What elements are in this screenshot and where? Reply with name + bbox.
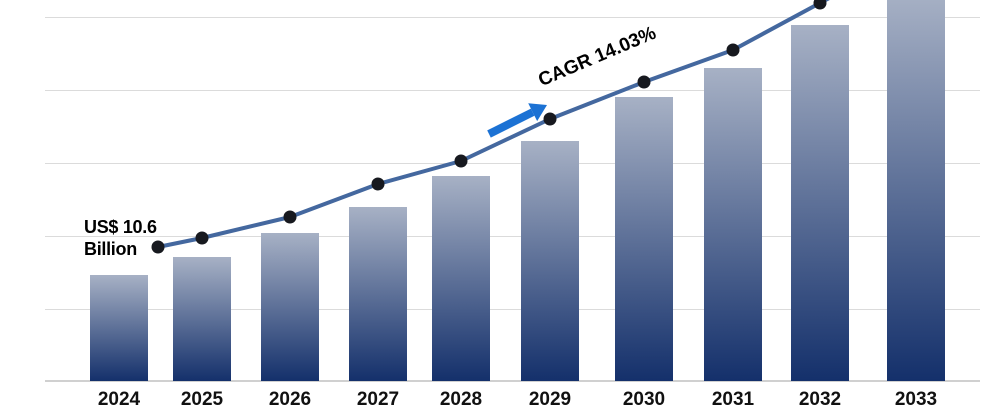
gridline bbox=[45, 17, 980, 18]
x-axis-label-2030: 2030 bbox=[622, 389, 666, 410]
x-axis-label-2027: 2027 bbox=[356, 389, 400, 410]
bar-2032 bbox=[791, 25, 849, 381]
bar-2026 bbox=[261, 233, 319, 381]
bar-2025 bbox=[173, 257, 231, 381]
bar-2030 bbox=[615, 97, 673, 381]
data-point-2026 bbox=[283, 210, 297, 224]
x-axis-label-2026: 2026 bbox=[268, 389, 312, 410]
start-value-line1: US$ 10.6 bbox=[84, 217, 157, 237]
bar-2033 bbox=[887, 0, 945, 381]
trend-line bbox=[156, 0, 830, 249]
data-point-2032 bbox=[813, 0, 827, 10]
data-point-2030 bbox=[637, 75, 651, 89]
bar-2028 bbox=[432, 176, 490, 381]
cagr-annotation: CAGR 14.03% bbox=[535, 22, 660, 92]
data-point-2031 bbox=[726, 43, 740, 57]
data-point-2025 bbox=[195, 231, 209, 245]
data-point-2028 bbox=[454, 154, 468, 168]
x-axis-label-2029: 2029 bbox=[528, 389, 572, 410]
x-axis-label-2025: 2025 bbox=[180, 389, 224, 410]
bar-2029 bbox=[521, 141, 579, 381]
bar-2031 bbox=[704, 68, 762, 381]
x-axis-label-2031: 2031 bbox=[711, 389, 755, 410]
bar-2027 bbox=[349, 207, 407, 381]
growth-arrow-shaft bbox=[487, 108, 535, 138]
x-axis-label-2028: 2028 bbox=[439, 389, 483, 410]
start-value-line2: Billion bbox=[84, 239, 137, 259]
x-axis-label-2033: 2033 bbox=[894, 389, 938, 410]
x-axis-label-2032: 2032 bbox=[798, 389, 842, 410]
bar-2024 bbox=[90, 275, 148, 381]
data-point-2027 bbox=[371, 177, 385, 191]
start-value-annotation: US$ 10.6 Billion bbox=[84, 216, 157, 260]
data-point-2029 bbox=[543, 112, 557, 126]
growth-arrow-head-icon bbox=[528, 103, 547, 122]
x-axis-label-2024: 2024 bbox=[97, 389, 141, 410]
